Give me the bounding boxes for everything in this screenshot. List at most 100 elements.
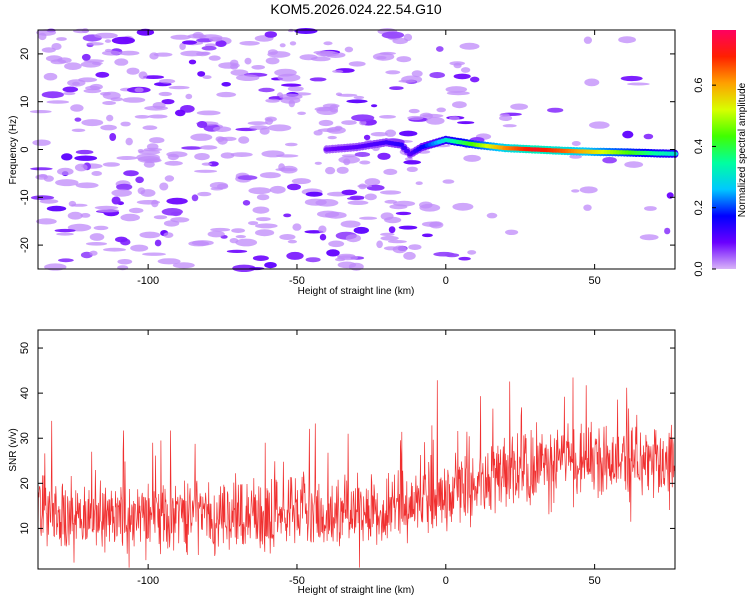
spectrogram-cell xyxy=(164,160,183,166)
spectrogram-cell xyxy=(265,57,280,65)
spectrogram-cell xyxy=(579,186,598,194)
spectrogram-cell xyxy=(622,130,634,139)
spectrogram-cell xyxy=(337,255,358,261)
spectrogram-cell xyxy=(163,232,174,239)
spectrogram-cell xyxy=(318,119,334,127)
spectrogram-cell xyxy=(190,133,213,141)
spectrogram-cell xyxy=(398,79,416,83)
spectrogram-cell xyxy=(194,153,210,161)
spectrogram-cell xyxy=(264,262,277,269)
spectrogram-cell xyxy=(244,57,252,65)
spectrogram-cell xyxy=(313,130,323,136)
spectrogram-cell xyxy=(458,256,471,261)
spectrogram-cell xyxy=(407,115,424,121)
spectrogram-cell xyxy=(91,171,102,176)
spectrogram-cell xyxy=(138,149,161,155)
spectrogram-cell xyxy=(102,50,121,56)
spectrogram-cell xyxy=(547,107,564,113)
spectrogram-cell xyxy=(319,233,327,241)
spectrogram-cell xyxy=(323,41,333,46)
spectrogram-cell xyxy=(92,61,103,65)
spectrogram-cell xyxy=(505,229,519,235)
spectrogram-cell xyxy=(463,154,481,162)
spectrogram-cell xyxy=(75,182,99,189)
spectrogram-cell xyxy=(380,235,399,241)
spectrogram-cell xyxy=(336,166,349,174)
spectrogram-cell xyxy=(287,239,297,244)
spectrogram-cell xyxy=(67,223,92,232)
spectrogram-cell xyxy=(364,193,377,201)
spectrogram-cell xyxy=(57,167,74,176)
spectrogram-cell xyxy=(470,76,480,83)
spectrogram-cell xyxy=(159,79,176,84)
spectrogram-cell xyxy=(351,114,375,122)
ridge-core xyxy=(398,142,405,147)
spectrogram-cell xyxy=(128,207,144,214)
spectrogram-cell xyxy=(292,223,302,231)
y-tick-label: 40 xyxy=(19,387,31,399)
spectrogram-cell xyxy=(208,55,221,61)
spectrogram-cell xyxy=(41,47,56,53)
spectrogram-cell xyxy=(230,152,253,158)
spectrogram-cell xyxy=(279,93,303,100)
spectrogram-cell xyxy=(279,43,286,48)
spectrogram-cell xyxy=(379,115,396,119)
spectrogram-cell xyxy=(231,228,246,234)
spectrogram-cell xyxy=(103,247,126,252)
spectrogram-cell xyxy=(345,234,361,243)
spectrogram-cell xyxy=(117,259,133,265)
spectrogram-cell xyxy=(168,85,190,90)
spectrogram-cell xyxy=(120,121,131,127)
spectrogram-cell xyxy=(163,220,180,227)
spectrogram-cell xyxy=(118,50,140,56)
spectrogram-cell xyxy=(80,213,91,218)
spectrogram-cell xyxy=(376,240,383,249)
spectrogram-cell xyxy=(157,258,181,265)
spectrogram-cell xyxy=(93,225,109,231)
spectrogram-cell xyxy=(589,121,610,129)
spectrogram-cell xyxy=(226,249,248,253)
spectrogram-cell xyxy=(134,115,150,119)
spectrogram-cell xyxy=(460,67,471,73)
spectrogram-cell xyxy=(89,233,105,241)
spectrogram-cell xyxy=(137,187,146,195)
spectrogram-cell xyxy=(172,262,195,269)
spectrogram-cell xyxy=(139,231,161,239)
spectrogram-cell xyxy=(248,221,259,226)
spectrogram-cell xyxy=(71,203,88,207)
spectrogram-cell xyxy=(29,110,52,114)
spectrogram-cell xyxy=(359,216,378,220)
spectrogram-cell xyxy=(422,113,444,118)
spectrogram-cell xyxy=(74,155,98,161)
spectrogram-cell xyxy=(453,73,471,80)
spectrogram-cell xyxy=(664,227,671,235)
spectrogram-cell xyxy=(249,125,269,130)
spectrogram-cell xyxy=(359,120,367,126)
y-tick-label: 20 xyxy=(19,477,31,489)
spectrogram-cell xyxy=(251,65,265,70)
spectrogram-cell xyxy=(148,114,168,119)
spectrogram-cell xyxy=(256,217,271,222)
spectrogram-cell xyxy=(644,206,657,211)
spectrogram-cell xyxy=(232,264,256,272)
snr-panel: -100 -50 0 50 10 20 30 40 50 Height of straight… xyxy=(8,329,676,596)
spectrogram-cell xyxy=(359,160,371,165)
spectrogram-cell xyxy=(269,185,286,194)
spectrogram-cell xyxy=(36,218,57,225)
spectrogram-cell xyxy=(199,145,218,150)
spectrogram-cell xyxy=(304,198,327,206)
spectrogram-cell xyxy=(197,191,212,197)
colorbar-tick-label: 0.6 xyxy=(693,78,705,93)
spectrogram-cell xyxy=(281,83,302,87)
spectrogram-cell xyxy=(134,87,144,93)
spectrogram-cell xyxy=(436,107,447,113)
spectrogram-cell xyxy=(102,101,116,105)
spectrogram-cell xyxy=(95,71,110,78)
spectrogram-cell xyxy=(252,206,270,214)
spectrogram-cell xyxy=(318,225,327,234)
x-tick-label: -100 xyxy=(137,575,159,587)
spectrogram-cell xyxy=(58,258,74,263)
spectrogram-cell xyxy=(643,133,654,140)
spectrogram-cell xyxy=(158,91,172,97)
